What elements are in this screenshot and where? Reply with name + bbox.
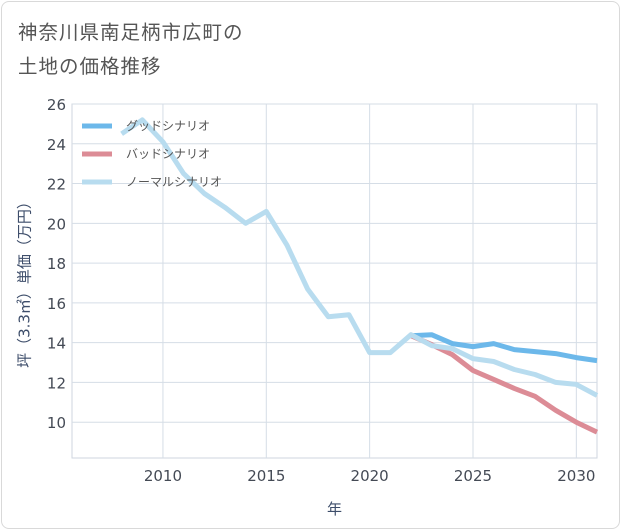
y-tick-label: 14 xyxy=(47,335,66,353)
series-line-good xyxy=(410,332,598,364)
chart-title-line2: 土地の価格推移 xyxy=(18,55,162,78)
x-tick-label: 2010 xyxy=(144,467,182,485)
y-tick-label: 26 xyxy=(47,96,66,114)
chart-title: 神奈川県南足柄市広町の 土地の価格推移 xyxy=(18,16,418,84)
legend-label: バッドシナリオ xyxy=(126,147,210,161)
legend-label: グッドシナリオ xyxy=(126,119,210,133)
y-tick-label: 10 xyxy=(47,414,66,432)
y-axis-title: 坪（3.3㎡）単価（万円） xyxy=(16,194,34,368)
y-tick-label: 18 xyxy=(47,255,66,273)
axes: 2010 2015 2020 2025 2030 10 12 14 16 18 20 22 24 26 xyxy=(47,96,596,485)
x-tick-label: 2025 xyxy=(454,467,492,485)
series-line-normal xyxy=(120,117,599,398)
legend-label: ノーマルシナリオ xyxy=(126,175,222,189)
y-tick-label: 20 xyxy=(47,215,66,233)
y-tick-label: 22 xyxy=(47,176,66,194)
x-tick-label: 2015 xyxy=(247,467,285,485)
x-tick-label: 2020 xyxy=(351,467,389,485)
series-lines xyxy=(120,117,599,435)
y-tick-label: 16 xyxy=(47,295,66,313)
chart-title-line1: 神奈川県南足柄市広町の xyxy=(18,21,244,44)
grid-lines xyxy=(71,103,598,459)
y-tick-label: 24 xyxy=(47,136,66,154)
x-tick-label: 2030 xyxy=(557,467,595,485)
y-tick-label: 12 xyxy=(47,374,66,392)
x-axis-title: 年 xyxy=(327,500,342,518)
